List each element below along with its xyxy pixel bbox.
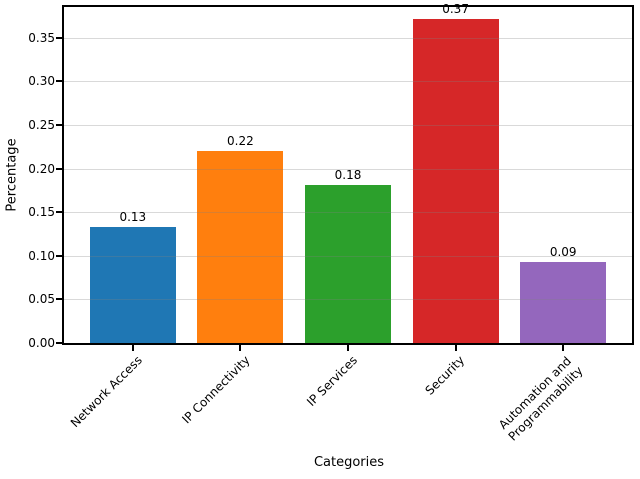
y-tick-label: 0.15	[28, 205, 55, 220]
gridline	[64, 168, 632, 170]
y-tick-label: 0.30	[28, 74, 55, 89]
gridline	[64, 37, 632, 39]
bar-value-label: 0.37	[442, 2, 469, 17]
bar-value-label: 0.13	[119, 209, 147, 224]
y-tick-label: 0.05	[28, 292, 55, 307]
gridline	[64, 255, 632, 257]
x-tick-mark	[562, 345, 565, 351]
x-tick-mark	[347, 345, 349, 351]
y-tick-label: 0.20	[28, 161, 55, 176]
gridline	[64, 299, 632, 301]
y-tick-label: 0.25	[28, 117, 55, 132]
y-tick-mark	[56, 342, 62, 344]
y-tick-label: 0.00	[28, 336, 55, 350]
bar-network-access	[89, 226, 176, 343]
x-tick-label: IP Services	[303, 353, 360, 410]
gridline	[64, 212, 632, 214]
y-tick-label: 0.35	[28, 30, 55, 45]
gridline	[64, 81, 632, 83]
x-tick-mark	[454, 345, 457, 351]
x-tick-label: IP Connectivity	[178, 353, 253, 427]
bar-ip-services	[305, 185, 392, 343]
bar-value-label: 0.22	[227, 134, 254, 148]
bar-value-label: 0.09	[549, 244, 577, 259]
bar-value-label: 0.18	[334, 168, 362, 182]
y-tick-mark	[56, 167, 62, 170]
x-axis-label: Categories	[313, 455, 385, 470]
bar-ip-connectivity	[197, 151, 284, 343]
y-tick-mark	[56, 298, 62, 301]
x-tick-mark	[131, 345, 134, 351]
x-tick-label: Network Access	[67, 353, 145, 431]
x-tick-label: Automation and Programmability	[496, 354, 586, 444]
y-tick-mark	[56, 211, 62, 214]
bar-automation-and-programmability	[520, 261, 607, 343]
plot-area	[62, 5, 634, 345]
gridline	[64, 124, 632, 126]
x-tick-label: Security	[422, 353, 468, 398]
bar-security	[412, 19, 499, 343]
y-axis-label: Percentage	[4, 138, 20, 212]
y-tick-label: 0.10	[28, 248, 55, 263]
y-tick-mark	[56, 36, 62, 39]
y-tick-mark	[56, 80, 62, 83]
y-tick-mark	[56, 123, 62, 126]
y-tick-mark	[56, 254, 62, 257]
x-tick-mark	[239, 345, 242, 351]
